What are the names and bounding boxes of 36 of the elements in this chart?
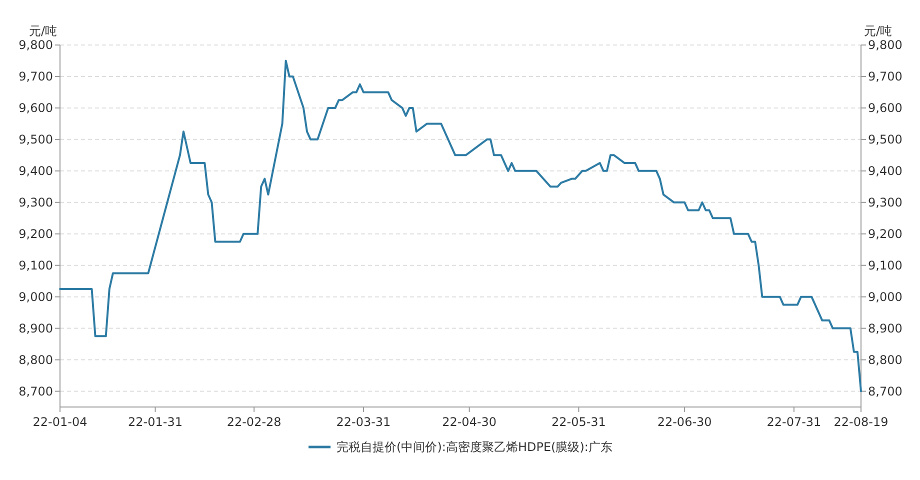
y-axis-title: 元/吨 [28, 24, 57, 38]
y-tick-label: 9,500 [18, 132, 53, 146]
x-tick-label: 22-01-31 [128, 415, 183, 429]
y-tick-label: 9,800 [18, 38, 53, 52]
legend-label: 完税自提价(中间价):高密度聚乙烯HDPE(膜级):广东 [336, 440, 612, 454]
y2-tick-label: 8,700 [868, 384, 902, 398]
x-tick-label: 22-02-28 [226, 415, 282, 429]
y2-tick-label: 8,800 [868, 352, 902, 367]
y-tick-label: 8,800 [18, 352, 53, 367]
x-tick-label: 22-03-31 [336, 415, 391, 429]
y2-tick-label: 9,800 [868, 38, 902, 52]
y-tick-label: 9,600 [18, 100, 53, 115]
y2-tick-label: 9,000 [868, 290, 902, 304]
y2-tick-label: 8,900 [868, 321, 902, 336]
y-tick-label: 9,400 [18, 164, 53, 178]
y2-tick-label: 9,300 [868, 195, 902, 210]
y2-tick-label: 9,700 [868, 69, 902, 84]
y-tick-label: 8,700 [18, 384, 53, 398]
y2-tick-label: 9,100 [868, 258, 902, 272]
x-tick-label: 22-05-31 [551, 415, 606, 429]
y2-tick-label: 9,400 [868, 164, 902, 178]
y-tick-label: 9,700 [18, 69, 53, 84]
y2-tick-label: 9,500 [868, 132, 902, 146]
x-tick-label: 22-06-30 [657, 415, 712, 429]
y2-tick-label: 9,600 [868, 100, 902, 115]
x-tick-label: 22-01-04 [32, 415, 88, 429]
y-tick-label: 9,100 [18, 258, 53, 272]
y2-axis-title: 元/吨 [864, 24, 892, 38]
x-tick-label: 22-08-19 [834, 415, 888, 429]
y-tick-label: 8,900 [18, 321, 53, 336]
y-tick-label: 9,000 [18, 290, 53, 304]
y2-tick-label: 9,200 [868, 226, 902, 241]
x-tick-label: 22-07-31 [766, 415, 822, 429]
y-tick-label: 9,300 [18, 195, 53, 210]
x-tick-label: 22-04-30 [442, 415, 497, 429]
y-tick-label: 9,200 [18, 226, 53, 241]
